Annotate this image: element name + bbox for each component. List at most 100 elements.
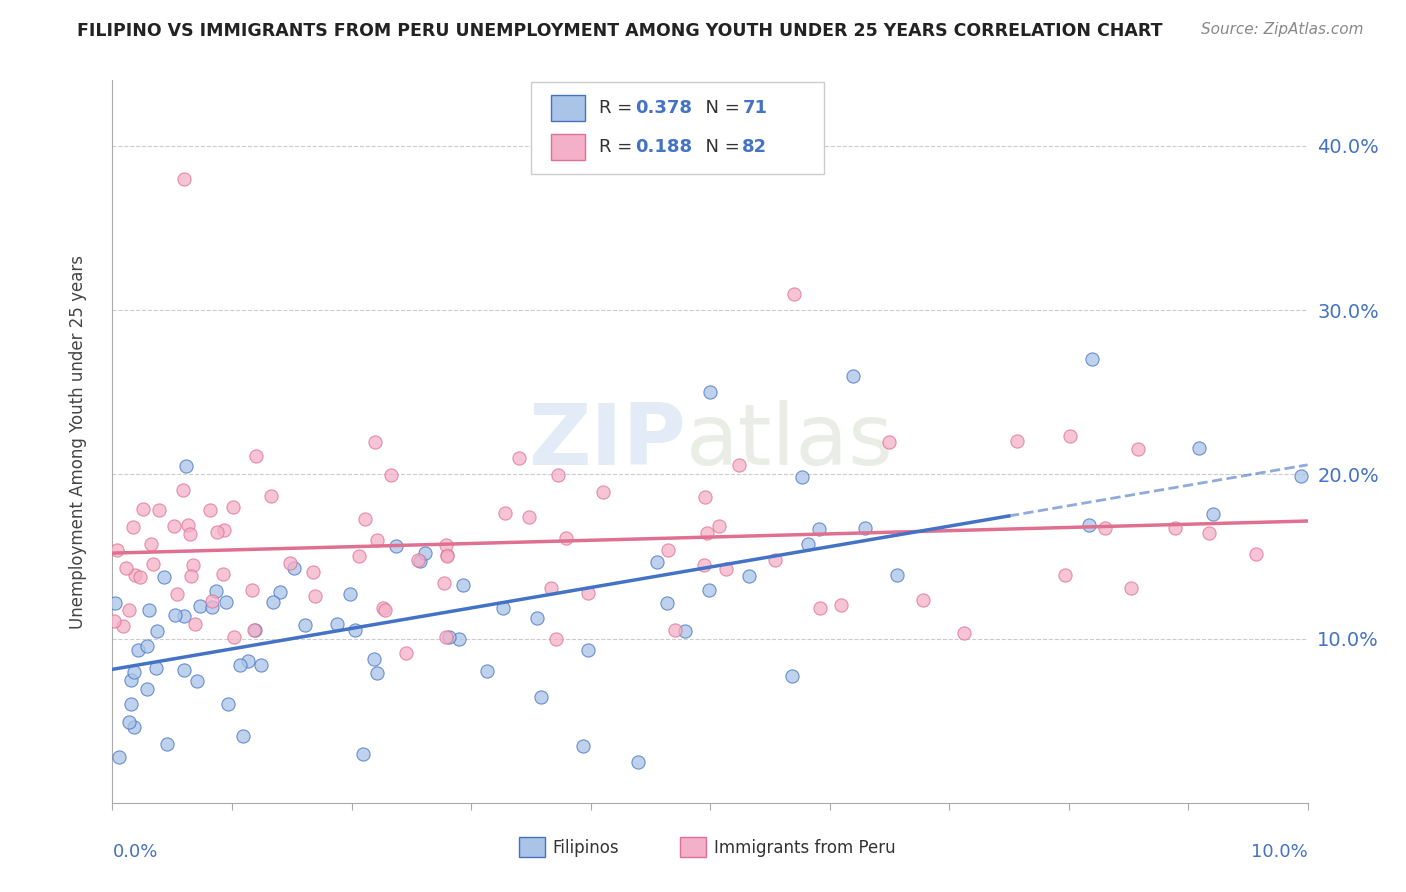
Point	[673, 624, 696, 639]
Point	[1094, 520, 1116, 534]
Point	[1244, 547, 1267, 561]
Point	[439, 630, 461, 644]
Point	[201, 600, 224, 615]
Point	[547, 468, 569, 483]
Point	[122, 721, 145, 735]
Point	[278, 556, 301, 570]
Point	[112, 619, 135, 633]
Point	[517, 510, 540, 524]
Point	[146, 624, 169, 638]
Point	[1164, 521, 1187, 535]
Point	[353, 747, 375, 761]
Y-axis label: Unemployment Among Youth under 25 years: Unemployment Among Youth under 25 years	[69, 254, 87, 629]
Point	[250, 657, 273, 672]
Point	[184, 616, 207, 631]
Point	[262, 595, 284, 609]
Point	[232, 729, 254, 743]
Text: FILIPINO VS IMMIGRANTS FROM PERU UNEMPLOYMENT AMONG YOUTH UNDER 25 YEARS CORRELA: FILIPINO VS IMMIGRANTS FROM PERU UNEMPLO…	[77, 22, 1163, 40]
Point	[408, 553, 430, 567]
Point	[224, 630, 246, 644]
Point	[294, 618, 316, 632]
Point	[911, 593, 934, 607]
Point	[436, 538, 458, 552]
Point	[447, 632, 470, 646]
Text: Source: ZipAtlas.com: Source: ZipAtlas.com	[1201, 22, 1364, 37]
Point	[765, 553, 787, 567]
Point	[364, 434, 387, 449]
Point	[132, 501, 155, 516]
Point	[122, 520, 145, 534]
Point	[104, 596, 127, 610]
Point	[373, 601, 395, 615]
Point	[142, 557, 165, 571]
Point	[693, 558, 716, 572]
Point	[699, 385, 721, 400]
Point	[1126, 442, 1149, 456]
Text: Immigrants from Peru: Immigrants from Peru	[714, 838, 896, 856]
Text: R =: R =	[599, 137, 638, 156]
Point	[174, 458, 197, 473]
Point	[363, 652, 385, 666]
Point	[214, 524, 236, 538]
Text: 0.0%: 0.0%	[112, 843, 157, 861]
Point	[173, 609, 195, 624]
Point	[1291, 468, 1313, 483]
Point	[1053, 567, 1076, 582]
Point	[326, 617, 349, 632]
FancyBboxPatch shape	[681, 837, 706, 857]
Point	[212, 566, 235, 581]
Point	[433, 576, 456, 591]
Point	[207, 525, 229, 540]
Point	[1121, 581, 1143, 595]
Point	[339, 586, 361, 600]
Point	[127, 643, 149, 657]
Point	[627, 755, 650, 769]
Point	[105, 542, 128, 557]
Point	[655, 596, 678, 610]
Point	[215, 595, 238, 609]
Point	[408, 554, 430, 568]
Point	[136, 681, 159, 696]
Point	[830, 598, 852, 612]
Point	[657, 542, 679, 557]
Point	[139, 537, 162, 551]
Point	[103, 614, 125, 628]
Point	[177, 518, 200, 533]
Point	[413, 546, 436, 560]
Point	[952, 625, 974, 640]
Point	[526, 611, 548, 625]
Point	[492, 601, 515, 615]
Point	[138, 602, 160, 616]
Point	[180, 569, 202, 583]
Point	[269, 585, 291, 599]
Point	[451, 578, 474, 592]
Point	[217, 697, 239, 711]
Point	[576, 586, 599, 600]
Point	[118, 714, 141, 729]
Point	[259, 489, 281, 503]
Point	[173, 663, 195, 677]
Point	[1202, 507, 1225, 521]
Point	[879, 434, 901, 449]
Point	[716, 562, 738, 576]
Point	[186, 674, 208, 689]
Point	[366, 666, 388, 681]
Point	[1081, 352, 1104, 367]
Point	[148, 503, 170, 517]
Point	[166, 587, 188, 601]
Point	[115, 560, 138, 574]
Text: 0.378: 0.378	[634, 100, 692, 118]
Point	[477, 665, 499, 679]
Point	[153, 570, 176, 584]
Point	[120, 673, 142, 688]
Point	[384, 539, 406, 553]
Point	[380, 468, 402, 483]
Point	[738, 569, 761, 583]
Point	[1078, 518, 1101, 533]
Point	[366, 533, 388, 547]
Text: N =: N =	[695, 100, 747, 118]
Point	[374, 603, 396, 617]
Point	[664, 623, 686, 637]
Point	[394, 646, 416, 660]
Point	[1007, 434, 1029, 448]
